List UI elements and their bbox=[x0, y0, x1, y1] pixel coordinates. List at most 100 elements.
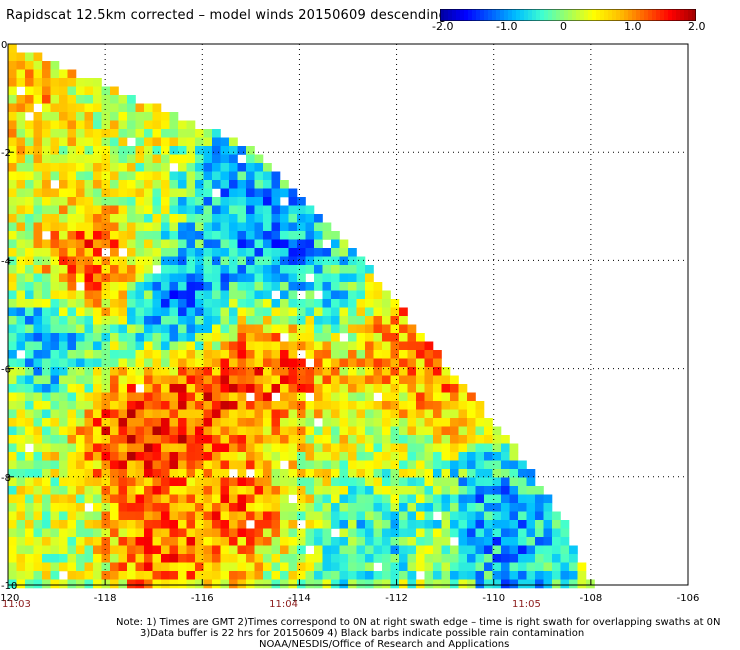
heatmap-cell bbox=[16, 282, 26, 291]
heatmap-cell bbox=[67, 554, 77, 563]
heatmap-cell bbox=[25, 554, 34, 563]
heatmap-cell bbox=[424, 537, 434, 546]
heatmap-cell bbox=[229, 435, 238, 444]
heatmap-cell bbox=[76, 401, 85, 410]
heatmap-cell bbox=[135, 503, 145, 512]
heatmap-cell bbox=[93, 265, 102, 274]
heatmap-cell bbox=[161, 358, 170, 368]
heatmap-cell bbox=[195, 316, 204, 325]
heatmap-cell bbox=[16, 273, 26, 283]
heatmap-cell bbox=[237, 197, 247, 206]
heatmap-cell bbox=[356, 571, 366, 580]
heatmap-cell bbox=[127, 528, 136, 538]
heatmap-cell bbox=[339, 562, 349, 572]
heatmap-cell bbox=[220, 571, 230, 580]
heatmap-cell bbox=[101, 95, 111, 104]
heatmap-cell bbox=[25, 290, 34, 300]
heatmap-cell bbox=[93, 231, 102, 240]
heatmap-cell bbox=[535, 503, 544, 512]
heatmap-cell bbox=[271, 426, 281, 436]
heatmap-cell bbox=[33, 129, 43, 138]
heatmap-cell bbox=[144, 443, 153, 453]
heatmap-cell bbox=[492, 528, 502, 538]
heatmap-cell bbox=[186, 265, 196, 274]
heatmap-cell bbox=[84, 426, 94, 436]
heatmap-cell bbox=[186, 222, 196, 232]
heatmap-cell bbox=[203, 316, 213, 325]
heatmap-cell bbox=[59, 188, 68, 198]
heatmap-cell bbox=[458, 554, 468, 563]
heatmap-cell bbox=[305, 579, 315, 589]
heatmap-cell bbox=[348, 528, 357, 538]
heatmap-cell bbox=[271, 409, 281, 419]
heatmap-cell bbox=[169, 112, 179, 121]
heatmap-cell bbox=[492, 435, 502, 444]
heatmap-cell bbox=[297, 341, 306, 351]
heatmap-cell bbox=[42, 554, 51, 563]
heatmap-cell bbox=[8, 316, 17, 325]
heatmap-cell bbox=[84, 146, 94, 155]
heatmap-cell bbox=[450, 384, 459, 393]
heatmap-cell bbox=[263, 426, 272, 436]
heatmap-cell bbox=[59, 545, 68, 555]
heatmap-cell bbox=[178, 579, 187, 589]
heatmap-cell bbox=[127, 418, 136, 427]
heatmap-cell bbox=[339, 477, 349, 487]
heatmap-cell bbox=[450, 528, 459, 538]
heatmap-cell bbox=[314, 477, 323, 487]
heatmap-cell bbox=[152, 146, 162, 155]
heatmap-cell bbox=[178, 256, 187, 266]
heatmap-cell bbox=[390, 520, 400, 529]
heatmap-cell bbox=[424, 401, 434, 410]
heatmap-cell bbox=[348, 299, 357, 308]
heatmap-cell bbox=[390, 350, 400, 359]
heatmap-cell bbox=[288, 282, 298, 291]
heatmap-cell bbox=[263, 392, 272, 402]
heatmap-cell bbox=[152, 401, 162, 410]
heatmap-cell bbox=[297, 222, 306, 232]
heatmap-cell bbox=[127, 307, 136, 317]
heatmap-cell bbox=[271, 367, 281, 376]
heatmap-cell bbox=[237, 341, 247, 351]
heatmap-cell bbox=[144, 239, 153, 249]
heatmap-cell bbox=[195, 477, 204, 487]
heatmap-cell bbox=[169, 511, 179, 521]
heatmap-cell bbox=[246, 571, 255, 580]
heatmap-cell bbox=[322, 392, 332, 402]
heatmap-cell bbox=[178, 333, 187, 342]
heatmap-cell bbox=[322, 265, 332, 274]
heatmap-cell bbox=[237, 171, 247, 181]
heatmap-cell bbox=[42, 562, 51, 572]
heatmap-cell bbox=[16, 171, 26, 181]
heatmap-cell bbox=[101, 231, 111, 240]
heatmap-cell bbox=[101, 350, 111, 359]
heatmap-cell bbox=[25, 528, 34, 538]
heatmap-cell bbox=[263, 350, 272, 359]
heatmap-cell bbox=[93, 341, 102, 351]
heatmap-cell bbox=[458, 537, 468, 546]
heatmap-cell bbox=[67, 316, 77, 325]
heatmap-cell bbox=[305, 282, 315, 291]
heatmap-cell bbox=[203, 452, 213, 461]
heatmap-cell bbox=[127, 477, 136, 487]
heatmap-cell bbox=[50, 78, 60, 87]
heatmap-cell bbox=[195, 163, 204, 172]
heatmap-cell bbox=[195, 409, 204, 419]
heatmap-cell bbox=[203, 520, 213, 529]
heatmap-cell bbox=[220, 265, 230, 274]
heatmap-cell bbox=[314, 562, 323, 572]
heatmap-cell bbox=[373, 418, 383, 427]
heatmap-cell bbox=[169, 375, 179, 385]
heatmap-cell bbox=[93, 392, 102, 402]
heatmap-cell bbox=[271, 571, 281, 580]
heatmap-cell bbox=[127, 443, 136, 453]
heatmap-cell bbox=[331, 579, 340, 589]
heatmap-cell bbox=[322, 537, 332, 546]
heatmap-cell bbox=[93, 367, 102, 376]
heatmap-cell bbox=[84, 86, 94, 96]
heatmap-cell bbox=[161, 562, 170, 572]
heatmap-cell bbox=[263, 477, 272, 487]
heatmap-cell bbox=[152, 460, 162, 470]
heatmap-cell bbox=[93, 256, 102, 266]
heatmap-cell bbox=[152, 503, 162, 512]
